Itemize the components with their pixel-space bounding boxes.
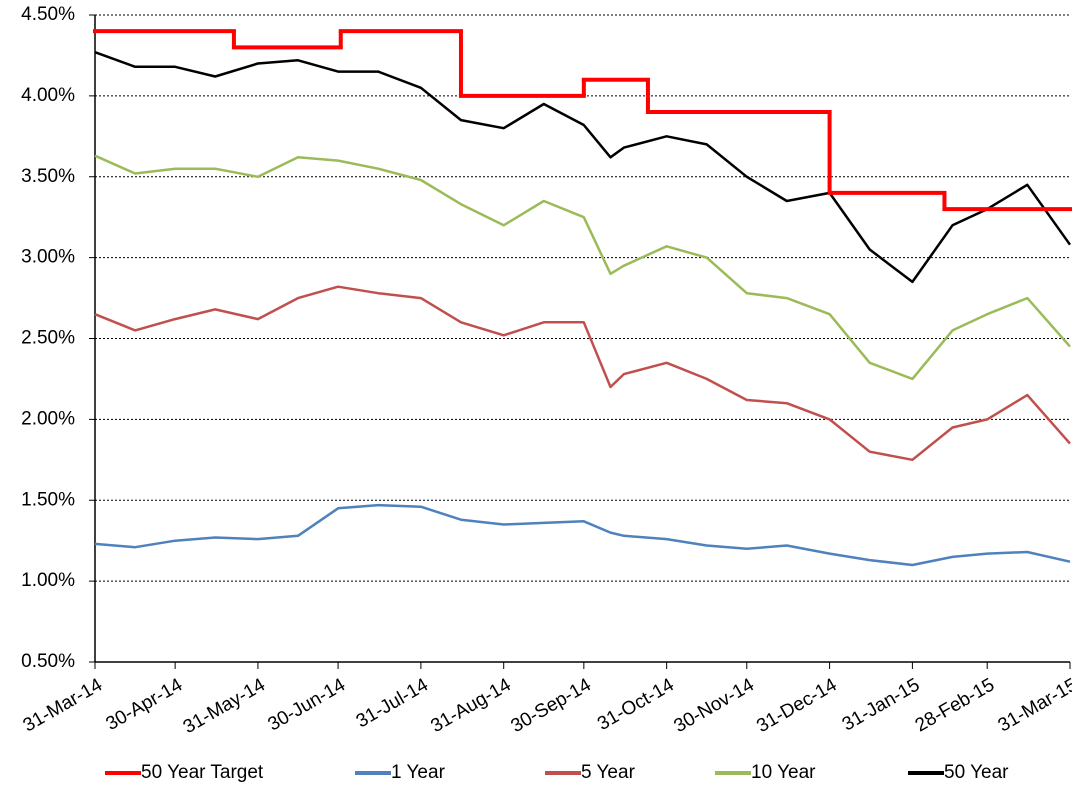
legend-label: 10 Year [751, 762, 816, 783]
y-tick-label: 0.50% [21, 651, 75, 672]
legend-label: 50 Year Target [141, 762, 264, 783]
legend-label: 5 Year [581, 762, 636, 783]
x-tick-label: 30-Jun-14 [264, 674, 349, 735]
y-tick-label: 2.00% [21, 408, 75, 429]
y-tick-label: 3.00% [21, 247, 75, 268]
legend-label: 1 Year [391, 762, 446, 783]
x-tick-label: 31-Mar-15 [995, 674, 1072, 736]
y-tick-label: 3.50% [21, 166, 75, 187]
y-tick-label: 4.00% [21, 85, 75, 106]
x-tick-label: 28-Feb-15 [912, 674, 998, 736]
x-tick-label: 31-Jul-14 [353, 674, 432, 732]
x-tick-label: 31-Dec-14 [753, 674, 841, 737]
x-tick-label: 30-Apr-14 [102, 674, 186, 735]
x-tick-label: 31-Aug-14 [427, 674, 515, 737]
y-tick-label: 2.50% [21, 328, 75, 349]
x-tick-label: 31-May-14 [180, 674, 270, 738]
x-tick-label: 30-Nov-14 [670, 674, 758, 737]
y-tick-label: 1.00% [21, 570, 75, 591]
series-line [94, 285, 1071, 462]
y-tick-label: 4.50% [21, 4, 75, 25]
x-tick-label: 31-Oct-14 [594, 674, 678, 735]
x-tick-label: 30-Sep-14 [507, 674, 595, 737]
x-tick-label: 31-Jan-15 [839, 674, 924, 735]
series-line [94, 503, 1071, 567]
series-line [94, 51, 1072, 284]
x-tick-label: 31-Mar-14 [20, 674, 107, 736]
legend-label: 50 Year [944, 762, 1009, 783]
y-tick-label: 1.50% [21, 489, 75, 510]
series-line [94, 154, 1071, 381]
